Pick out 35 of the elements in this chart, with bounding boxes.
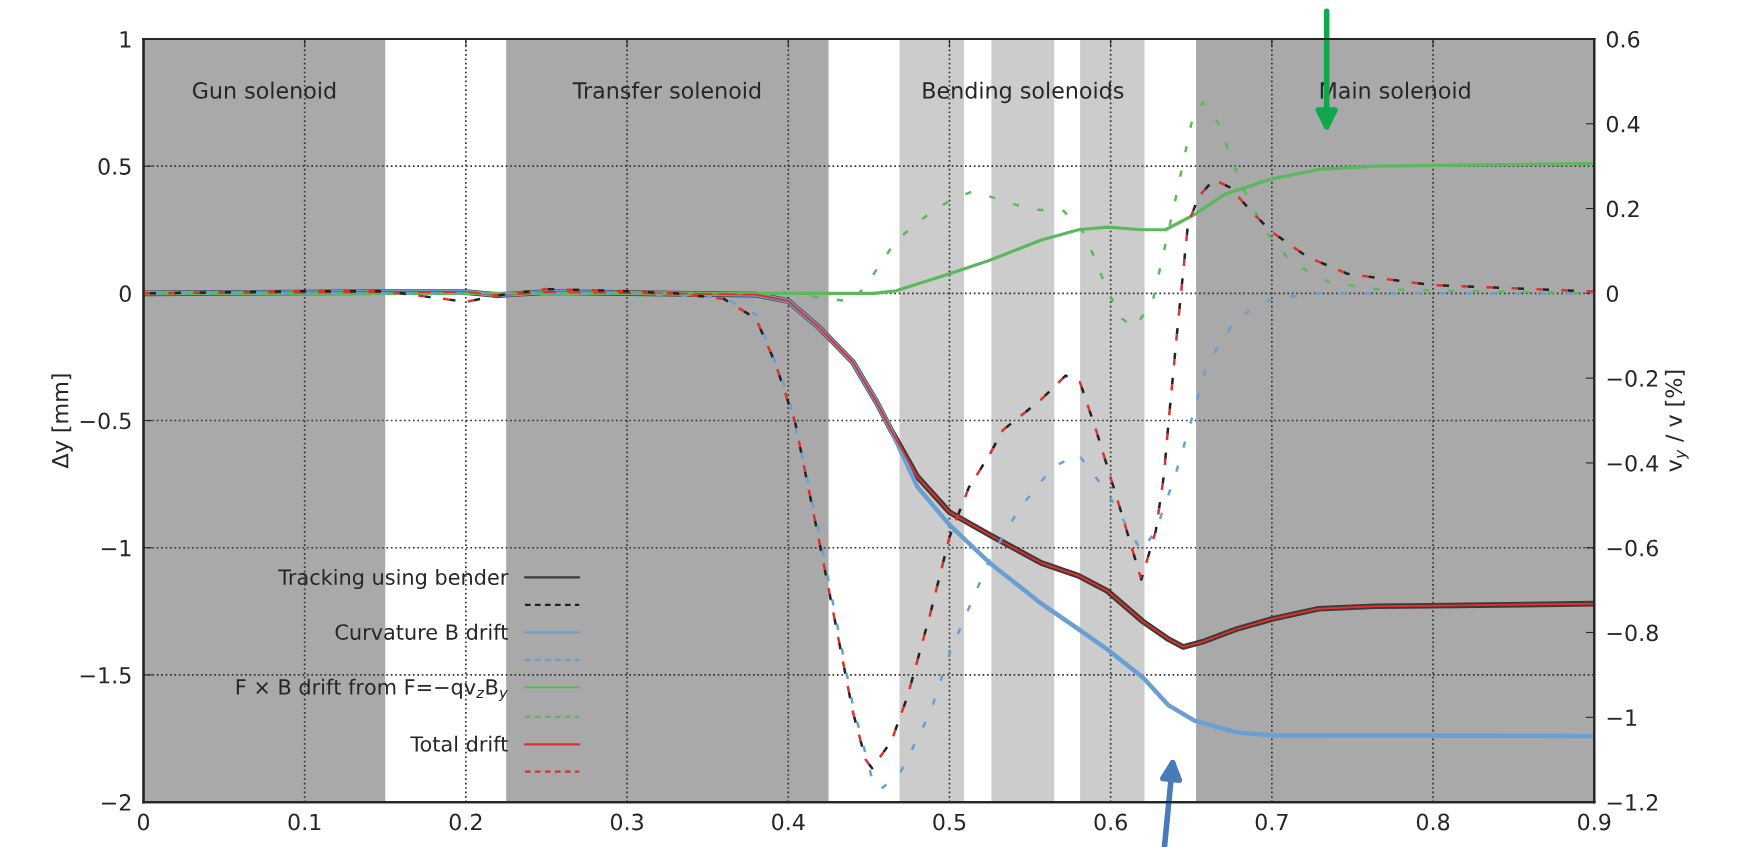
y-tick-label: −1.5 bbox=[80, 667, 131, 684]
y2-tick-label: −0.4 bbox=[1607, 454, 1659, 472]
x-tick-label: 0.2 bbox=[449, 813, 482, 831]
y-axis-title: Δy [mm] bbox=[51, 374, 73, 469]
x-tick-label: 0.6 bbox=[1094, 813, 1127, 831]
band-label: Transfer solenoid bbox=[572, 81, 761, 99]
x-tick-label: 0.7 bbox=[1255, 813, 1288, 831]
y-tick-label: −0.5 bbox=[80, 412, 131, 430]
y2-tick-label: 0.2 bbox=[1606, 200, 1639, 218]
x-tick-label: 0.3 bbox=[610, 813, 643, 831]
y-tick-label: −1 bbox=[101, 539, 131, 557]
legend-label: Tracking using bender bbox=[278, 568, 509, 590]
x-tick-label: 0.9 bbox=[1578, 813, 1611, 831]
x-tick-label: 0.4 bbox=[772, 813, 805, 831]
band-label: Bending solenoids bbox=[923, 81, 1124, 104]
y2-tick-label: −1.2 bbox=[1607, 794, 1658, 811]
x-tick-label: 0.8 bbox=[1416, 813, 1450, 831]
legend-label: Curvature B drift bbox=[335, 623, 508, 640]
y2-tick-label: 0.4 bbox=[1606, 115, 1640, 133]
legend-label: Total drift bbox=[410, 735, 508, 752]
y-tick-label: 1 bbox=[120, 31, 131, 48]
y-tick-label: 0 bbox=[119, 285, 131, 303]
y2-tick-label: 0 bbox=[1606, 285, 1619, 303]
y2-tick-label: −0.2 bbox=[1607, 370, 1658, 387]
x-tick-label: 0 bbox=[137, 813, 150, 831]
band-label: Gun solenoid bbox=[192, 81, 336, 99]
y2-tick-label: −1 bbox=[1607, 709, 1637, 726]
y-tick-label: −2 bbox=[101, 794, 131, 811]
y-tick-label: 0.5 bbox=[98, 158, 131, 175]
x-tick-label: 0.5 bbox=[933, 813, 966, 831]
y2-tick-label: −0.6 bbox=[1607, 539, 1658, 557]
y2-axis-title: v$_{y}$ / v [%] bbox=[1664, 370, 1689, 472]
x-tick-label: 0.1 bbox=[288, 813, 321, 831]
y2-tick-label: 0.6 bbox=[1606, 30, 1640, 48]
y2-tick-label: −0.8 bbox=[1607, 624, 1658, 642]
